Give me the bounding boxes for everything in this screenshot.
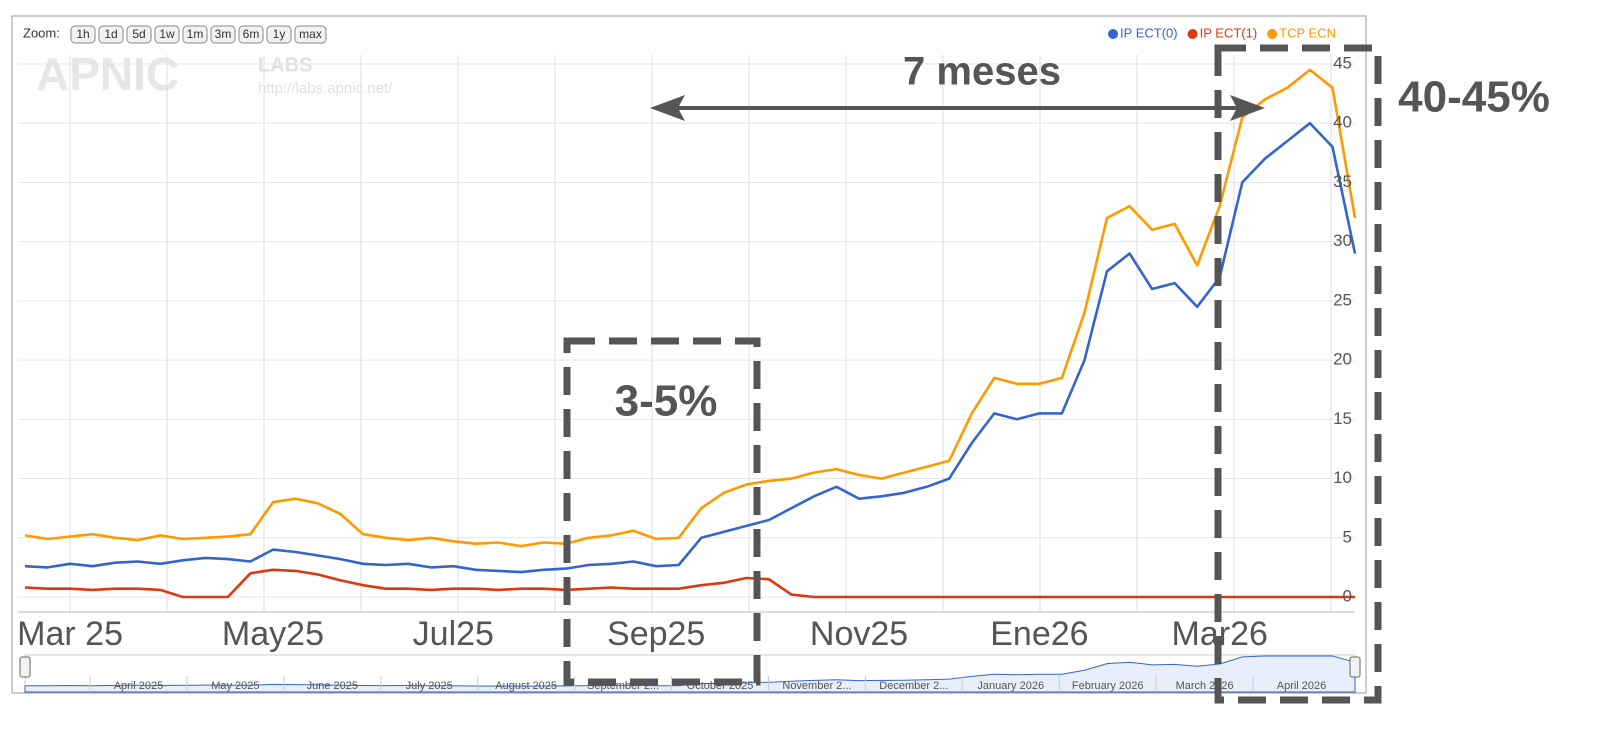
zoom-button[interactable] [70, 25, 96, 44]
arrow-head [1230, 95, 1265, 121]
x-tick-label: Jul25 [413, 615, 494, 653]
zoom-button[interactable] [238, 25, 264, 44]
navigator-label: April 2026 [1277, 680, 1327, 692]
annotation-text: 3-5% [615, 377, 718, 426]
navigator-handle[interactable] [1349, 656, 1361, 678]
zoom-button[interactable] [294, 25, 327, 44]
y-tick-label: 45 [1333, 53, 1352, 72]
navigator-label: April 2025 [114, 680, 164, 692]
annotation-box [563, 337, 761, 686]
y-tick-label: 5 [1343, 527, 1352, 546]
zoom-button-label[interactable]: 5d [132, 27, 145, 41]
arrow-head [650, 95, 685, 121]
y-tick-label: 20 [1333, 350, 1352, 369]
background-layer: APNIC LABS http://labs.apnic.net/ [18, 48, 1355, 613]
x-tick-label: Nov25 [810, 615, 908, 653]
y-tick-label: 10 [1333, 468, 1352, 487]
zoom-button-label[interactable]: 6m [243, 27, 260, 41]
y-tick-label: 40 [1333, 113, 1352, 132]
navigator-label: August 2025 [495, 680, 557, 692]
navigator-label: December 2... [879, 680, 948, 692]
legend-label[interactable]: IP ECT(1) [1200, 25, 1258, 40]
y-tick-label: 30 [1333, 231, 1352, 250]
watermark-url: http://labs.apnic.net/ [258, 80, 393, 97]
x-tick-label: Sep25 [607, 615, 705, 653]
watermark-labs: LABS [258, 54, 312, 76]
navigator-label: March 2026 [1176, 680, 1234, 692]
annotation-text: 40-45% [1398, 73, 1550, 122]
legend-label[interactable]: IP ECT(0) [1120, 25, 1178, 40]
zoom-button[interactable] [182, 25, 208, 44]
y-tick-label: 0 [1343, 586, 1352, 605]
zoom-button-label[interactable]: 1w [159, 27, 175, 41]
series-layer [24, 68, 1357, 599]
navigator-label: January 2026 [977, 680, 1044, 692]
annotation-box [1214, 44, 1382, 704]
zoom-button-label[interactable]: 3m [215, 27, 232, 41]
legend-dot[interactable] [1267, 29, 1278, 39]
foreground-layer: 0 5 10 15 20 25 30 35 40 45 Mar 25 May25 Jul25 Sep25 N… [17, 25, 1550, 704]
zoom-button[interactable] [154, 25, 180, 44]
y-tick-label: 35 [1333, 172, 1352, 191]
navigator-label: May 2025 [211, 680, 259, 692]
y-tick-label: 25 [1333, 290, 1352, 309]
series-line [24, 68, 1357, 548]
watermark-logo: APNIC [36, 48, 179, 100]
navigator-label: February 2026 [1072, 680, 1144, 692]
zoom-button-label[interactable]: max [299, 27, 322, 41]
zoom-button[interactable] [126, 25, 152, 44]
navigator-handle[interactable] [19, 656, 31, 678]
x-tick-label: May25 [222, 615, 324, 653]
zoom-label: Zoom: [23, 25, 60, 40]
y-tick-label: 15 [1333, 409, 1352, 428]
zoom-button[interactable] [266, 25, 292, 44]
zoom-button[interactable] [98, 25, 124, 44]
x-tick-label: Ene26 [990, 615, 1088, 653]
series-line [24, 121, 1357, 574]
zoom-button-label[interactable]: 1m [187, 27, 204, 41]
annotation-text: 7 meses [903, 50, 1061, 94]
series-line [24, 568, 1355, 599]
zoom-button[interactable] [210, 25, 236, 44]
legend-label[interactable]: TCP ECN [1279, 25, 1336, 40]
navigator-label: November 2... [782, 680, 851, 692]
legend-dot[interactable] [1187, 29, 1198, 39]
zoom-button-label[interactable]: 1h [76, 27, 89, 41]
x-tick-label: Mar 25 [17, 615, 123, 653]
chart-frame [11, 15, 1367, 694]
legend-dot[interactable] [1108, 29, 1119, 39]
zoom-button-label[interactable]: 1d [104, 27, 117, 41]
navigator-label: June 2025 [307, 680, 358, 692]
zoom-button-label[interactable]: 1y [273, 27, 286, 41]
navigator-label: July 2025 [406, 680, 453, 692]
